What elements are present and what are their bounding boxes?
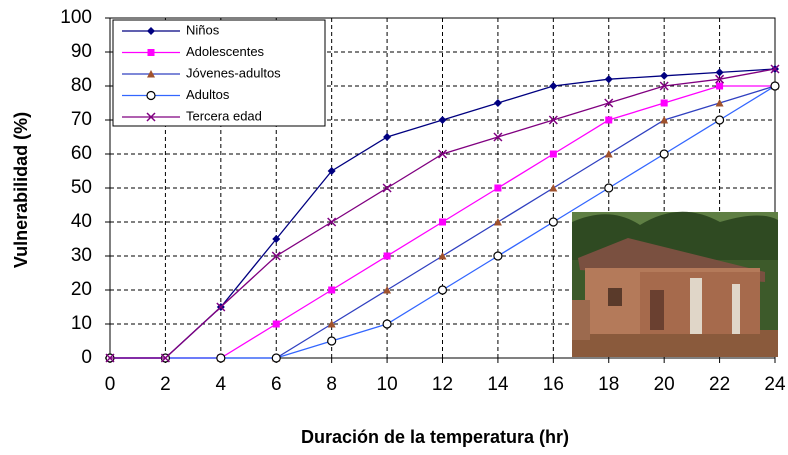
legend-marker <box>146 112 156 122</box>
x-tick-label: 4 <box>216 374 227 395</box>
marker <box>327 217 337 227</box>
x-tick-label: 6 <box>271 374 282 395</box>
marker <box>659 149 669 159</box>
y-tick-label: 60 <box>71 143 92 164</box>
marker <box>327 336 337 346</box>
marker <box>548 115 558 125</box>
marker <box>328 286 336 294</box>
marker <box>715 99 724 107</box>
marker <box>439 218 446 226</box>
x-axis-title: Duración de la temperatura (hr) <box>301 427 569 447</box>
x-tick-label: 0 <box>105 374 116 395</box>
marker <box>437 149 448 159</box>
marker <box>216 353 226 363</box>
marker <box>271 251 281 261</box>
marker <box>716 82 724 90</box>
marker <box>493 251 503 261</box>
marker <box>549 184 558 192</box>
y-tick-label: 70 <box>71 109 92 130</box>
marker <box>272 235 281 243</box>
y-tick-label: 100 <box>60 7 92 28</box>
marker <box>549 150 557 158</box>
legend-label: Adolescentes <box>186 44 265 59</box>
marker <box>548 217 558 227</box>
marker <box>604 183 614 193</box>
x-tick-label: 2 <box>160 374 171 395</box>
legend-marker <box>147 27 155 35</box>
marker <box>660 116 669 124</box>
marker <box>327 167 336 175</box>
y-tick-label: 50 <box>71 177 92 198</box>
marker <box>494 184 502 192</box>
legend-box <box>112 19 326 127</box>
x-tick-label: 24 <box>764 374 786 395</box>
marker <box>604 75 613 84</box>
marker <box>770 64 780 74</box>
marker <box>493 99 502 107</box>
marker <box>438 116 447 124</box>
marker <box>605 116 613 124</box>
x-tick-label: 16 <box>543 374 564 395</box>
x-tick-label: 20 <box>654 374 675 395</box>
x-tick-label: 22 <box>709 374 730 395</box>
x-tick-label: 8 <box>326 374 337 395</box>
marker <box>660 71 669 80</box>
legend-label: Tercera edad <box>186 108 262 123</box>
marker <box>493 218 502 226</box>
x-tick-label: 14 <box>487 374 509 395</box>
legend-label: Adultos <box>186 87 230 102</box>
marker <box>715 68 724 77</box>
photo <box>572 211 778 357</box>
marker <box>714 115 725 125</box>
marker <box>383 133 392 141</box>
marker <box>105 353 115 363</box>
marker <box>383 252 391 260</box>
x-tick-label: 10 <box>377 374 398 395</box>
marker <box>327 320 336 328</box>
legend-label: Niños <box>186 22 220 37</box>
y-tick-label: 90 <box>71 41 92 62</box>
marker <box>715 74 725 84</box>
marker <box>660 99 668 107</box>
y-tick-label: 30 <box>71 245 92 266</box>
marker <box>216 302 226 312</box>
marker <box>160 353 170 363</box>
marker <box>604 150 613 158</box>
x-tick-label: 18 <box>598 374 619 395</box>
marker <box>770 81 780 91</box>
y-tick-label: 0 <box>81 347 92 368</box>
marker <box>382 319 392 329</box>
marker <box>383 286 392 294</box>
marker <box>493 132 503 142</box>
y-tick-label: 20 <box>71 279 92 300</box>
y-tick-label: 40 <box>71 211 92 232</box>
marker <box>438 252 447 260</box>
y-tick-label: 10 <box>71 313 92 334</box>
legend-marker <box>146 90 156 101</box>
legend-marker <box>147 70 155 78</box>
marker <box>382 183 392 193</box>
y-tick-label: 80 <box>71 75 92 96</box>
marker <box>549 82 558 90</box>
marker <box>272 320 280 328</box>
legend-marker <box>147 49 155 56</box>
marker <box>271 353 281 363</box>
y-axis-title: Vulnerabilidad (%) <box>11 112 31 268</box>
legend-label: Jóvenes-adultos <box>186 65 281 80</box>
marker <box>437 285 448 295</box>
x-tick-label: 12 <box>432 374 453 395</box>
marker <box>659 81 669 91</box>
marker <box>604 98 614 108</box>
